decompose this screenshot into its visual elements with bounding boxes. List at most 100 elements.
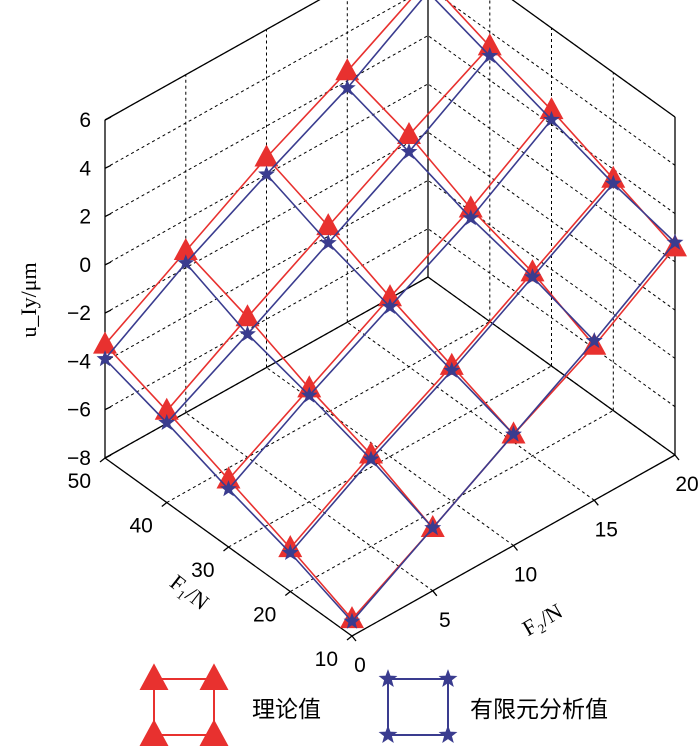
data-point-star (505, 425, 522, 442)
grid-line-z-back (104, 228, 429, 411)
data-point-star (400, 143, 418, 160)
data-point-star (343, 612, 361, 629)
legend-entry-theoretical: 理论值 (139, 663, 321, 746)
grid-line-z-back (104, 83, 429, 266)
data-point-star (362, 450, 380, 467)
data-point-star (281, 544, 299, 561)
y-tick-mark (284, 590, 291, 597)
data-point-star (220, 480, 237, 497)
data-point-star (319, 234, 337, 251)
data-point-star (338, 79, 356, 96)
legend-marker-triangle (199, 719, 229, 746)
y-tick-label: 20 (253, 604, 276, 627)
legend-theoretical-markers (139, 663, 229, 746)
grid-line-z-back (104, 35, 429, 218)
data-point-star (96, 350, 114, 367)
legend-fea-markers (378, 669, 458, 743)
grid-line-y-floor (290, 410, 614, 592)
data-series (92, 0, 688, 629)
x-tick-mark (674, 454, 680, 461)
data-point-star (666, 233, 684, 250)
z-tick-mark (104, 406, 112, 411)
grid-line-y-floor (228, 365, 552, 548)
legend-marker-triangle (139, 663, 169, 690)
x-tick-mark (351, 635, 357, 642)
grid-line-z-back (104, 0, 407, 169)
data-point-star (424, 519, 442, 536)
axes-box (104, 0, 676, 637)
grid-line-z-back (104, 0, 321, 121)
y-tick-mark (223, 546, 229, 552)
legend-marker-star (378, 669, 398, 687)
grid-line-y-floor (166, 321, 491, 503)
legend-marker-triangle (199, 663, 229, 690)
legend-fea-box (387, 678, 449, 736)
z-tick-label: 0 (79, 254, 91, 277)
z-tick-mark (104, 309, 112, 314)
data-point-star (158, 413, 176, 431)
x-axis-label: F₂/N (518, 598, 567, 641)
grid-line-z-side (511, 0, 676, 118)
x-tick-mark (593, 499, 599, 506)
z-tick-label: −8 (67, 447, 91, 470)
grid-line-z-back (104, 276, 429, 459)
legend-theoretical-box (153, 678, 215, 736)
y-tick-mark (161, 501, 168, 508)
y-tick-label: 50 (68, 470, 91, 493)
grid-line-z-side (427, 228, 676, 408)
x-tick-label: 15 (595, 518, 618, 541)
grid-line-z-side (427, 83, 676, 263)
z-tick-label: 2 (79, 206, 91, 229)
data-point-star (300, 386, 318, 403)
grid-line-z-side (427, 276, 676, 456)
x-tick-label: 10 (514, 564, 537, 587)
z-tick-label: −4 (67, 350, 91, 373)
x-tick-mark (432, 590, 438, 597)
z-tick-mark (104, 261, 112, 266)
legend-theoretical-label: 理论值 (252, 697, 321, 723)
legend-marker-star (438, 725, 458, 743)
x-tick-label: 0 (354, 654, 366, 677)
z-tick-label: −6 (67, 399, 91, 422)
legend-fea-label: 有限元分析值 (470, 697, 608, 723)
data-point-star (381, 297, 399, 314)
data-point-star (258, 165, 275, 182)
grid-line-z-side (444, 0, 676, 166)
y-tick-label: 40 (129, 515, 152, 538)
data-point-star (443, 361, 461, 378)
data-point-star (604, 174, 622, 191)
x-tick-label: 5 (439, 609, 451, 632)
grid-line-z-side (427, 131, 676, 311)
data-point-star (462, 209, 480, 226)
grid-line-z-back (104, 179, 429, 362)
grid-line-y-floor (351, 454, 676, 637)
legend-marker-star (378, 725, 398, 743)
grid-line-z-side (427, 35, 676, 215)
z-axis-label: u_Iy/μm (16, 262, 41, 337)
legend-marker-triangle (139, 719, 169, 746)
x-tick-label: 20 (675, 473, 698, 496)
z-tick-mark (104, 116, 112, 121)
legend-entry-fea: 有限元分析值 (378, 669, 608, 743)
z-tick-mark (104, 454, 112, 459)
x-tick-mark (512, 545, 519, 551)
data-point-star (239, 325, 256, 342)
y-tick-mark (99, 457, 106, 463)
z-tick-label: 6 (79, 109, 91, 132)
legend: 理论值 有限元分析值 (139, 663, 608, 746)
data-point-star (524, 268, 541, 285)
z-tick-mark (104, 213, 112, 218)
legend-marker-star (438, 669, 458, 687)
data-point-star (481, 47, 499, 64)
y-tick-label: 30 (191, 559, 214, 582)
data-point-star (543, 110, 560, 127)
z-tick-mark (104, 164, 112, 169)
data-point-star (585, 332, 603, 349)
grid-lines (104, 0, 676, 637)
z-tick-label: −2 (67, 302, 91, 325)
series-fea (96, 0, 684, 629)
y-tick-label: 10 (315, 648, 338, 671)
y-tick-mark (346, 635, 353, 641)
